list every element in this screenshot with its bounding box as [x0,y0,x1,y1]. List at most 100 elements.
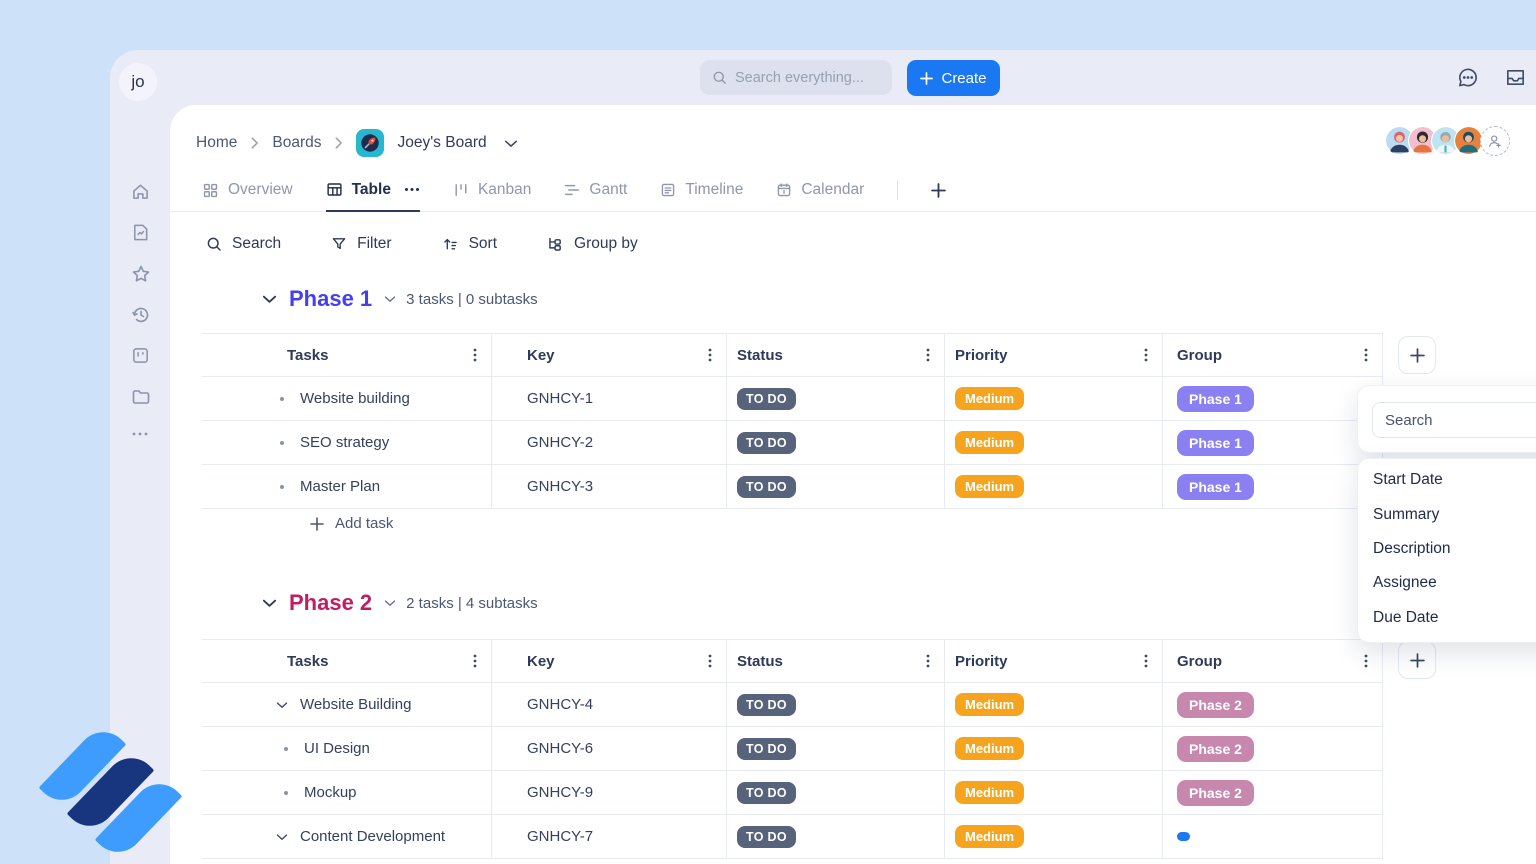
menu-item-start-date[interactable]: Start Date [1373,471,1443,489]
status-badge[interactable]: TO DO [737,693,796,716]
task-name[interactable]: UI Design [304,740,370,757]
priority-badge[interactable]: Medium [955,387,1025,410]
phase2-title[interactable]: Phase 2 [289,590,373,615]
add-view-button[interactable] [931,182,947,198]
menu-item-description[interactable]: Description [1373,539,1451,557]
tab-timeline[interactable]: Timeline [660,169,743,211]
column-menu-icon[interactable] [926,348,930,362]
column-menu-icon[interactable] [1364,654,1368,668]
tab-gantt-label: Gantt [589,181,628,198]
column-menu-icon[interactable] [1364,348,1368,362]
menu-item-assignee[interactable]: Assignee [1373,574,1437,592]
filter-tool[interactable]: Filter [331,235,392,253]
gantt-icon [564,183,580,197]
status-badge[interactable]: TO DO [737,475,796,498]
more-icon[interactable] [131,431,149,437]
field-menu-search-input[interactable] [1372,402,1536,438]
tab-calendar[interactable]: Calendar [776,169,864,211]
breadcrumb-home[interactable]: Home [196,134,238,151]
col-priority-label: Priority [955,652,1008,670]
add-column-button[interactable] [1398,336,1436,374]
priority-badge[interactable]: Medium [955,737,1025,760]
group-chip[interactable]: Phase 2 [1177,779,1254,806]
table-row[interactable]: Content Development GNHCY-7 TO DO Medium [202,815,1383,859]
expand-chevron-icon[interactable] [272,701,292,709]
add-column-button[interactable] [1398,641,1436,679]
content-card: Home Boards Joey's Board [170,105,1536,864]
status-badge[interactable]: TO DO [737,737,796,760]
global-search-input[interactable] [735,69,875,86]
menu-item-due-date[interactable]: Due Date [1373,608,1439,626]
tab-overview[interactable]: Overview [202,169,293,211]
folder-icon[interactable] [131,387,151,407]
priority-badge[interactable]: Medium [955,475,1025,498]
breadcrumb-board-name[interactable]: Joey's Board [397,134,487,151]
status-badge[interactable]: TO DO [737,781,796,804]
table-row[interactable]: Master Plan GNHCY-3 TO DO Medium Phase 1 [202,465,1383,509]
task-name[interactable]: SEO strategy [300,434,390,451]
group-by-tool[interactable]: Group by [547,235,638,253]
table-row[interactable]: Website Building GNHCY-4 TO DO Medium Ph… [202,683,1383,727]
status-badge[interactable]: TO DO [737,387,796,410]
create-button[interactable]: Create [907,60,1000,96]
priority-badge[interactable]: Medium [955,431,1025,454]
table-row[interactable]: SEO strategy GNHCY-2 TO DO Medium Phase … [202,421,1383,465]
column-menu-icon[interactable] [708,348,712,362]
priority-badge[interactable]: Medium [955,781,1025,804]
filter-tool-label: Filter [357,235,392,252]
sort-icon [442,236,459,252]
task-name[interactable]: Website building [300,390,410,407]
sort-tool[interactable]: Sort [442,235,497,253]
priority-badge[interactable]: Medium [955,825,1025,848]
priority-badge[interactable]: Medium [955,693,1025,716]
status-badge[interactable]: TO DO [737,825,796,848]
collapse-chevron-icon[interactable] [262,598,277,608]
inbox-icon[interactable] [1504,66,1527,89]
tab-kanban[interactable]: Kanban [453,169,531,211]
history-icon[interactable] [131,305,151,325]
chat-icon[interactable] [1456,66,1479,89]
home-icon[interactable] [131,182,150,201]
add-task-button[interactable]: Add task [310,515,393,532]
member-avatars [1385,126,1510,156]
tab-table[interactable]: Table [325,170,420,212]
column-menu-icon[interactable] [1144,348,1148,362]
reports-icon[interactable] [131,223,150,242]
column-menu-icon[interactable] [473,348,477,362]
breadcrumb-boards[interactable]: Boards [272,134,322,151]
chevron-down-icon[interactable] [384,295,396,303]
group-chip[interactable]: Phase 1 [1177,473,1254,500]
table-row subtask-row[interactable]: Mockup GNHCY-9 TO DO Medium Phase 2 [202,771,1383,815]
column-menu-icon[interactable] [1144,654,1148,668]
task-name[interactable]: Mockup [304,784,357,801]
group-chip[interactable]: Phase 1 [1177,385,1254,412]
global-search[interactable] [700,60,892,95]
favorites-star-icon[interactable] [131,264,151,284]
task-name[interactable]: Content Development [300,828,446,845]
overview-grid-icon [202,182,219,199]
tab-gantt[interactable]: Gantt [564,169,627,211]
tab-more-icon[interactable] [404,187,420,192]
phase1-title[interactable]: Phase 1 [289,286,373,311]
column-menu-icon[interactable] [473,654,477,668]
table-row[interactable]: Website building GNHCY-1 TO DO Medium Ph… [202,377,1383,421]
add-member-button[interactable] [1480,126,1510,156]
group-chip[interactable]: Phase 2 [1177,735,1254,762]
chevron-down-icon[interactable] [384,599,396,607]
task-name[interactable]: Master Plan [300,478,381,495]
expand-chevron-icon[interactable] [272,833,292,841]
table-row subtask-row[interactable]: UI Design GNHCY-6 TO DO Medium Phase 2 [202,727,1383,771]
workspace-avatar[interactable]: jo [119,63,157,101]
column-menu-icon[interactable] [708,654,712,668]
status-badge[interactable]: TO DO [737,431,796,454]
column-menu-icon[interactable] [926,654,930,668]
board-icon[interactable] [131,346,150,365]
group-chip[interactable]: Phase 1 [1177,429,1254,456]
task-name[interactable]: Website Building [300,696,412,713]
menu-item-summary[interactable]: Summary [1373,505,1440,523]
search-tool[interactable]: Search [206,235,281,253]
chevron-down-icon[interactable] [504,139,518,148]
group-chip[interactable]: Phase 2 [1177,691,1254,718]
avatar[interactable] [1385,126,1415,156]
collapse-chevron-icon[interactable] [262,294,277,304]
